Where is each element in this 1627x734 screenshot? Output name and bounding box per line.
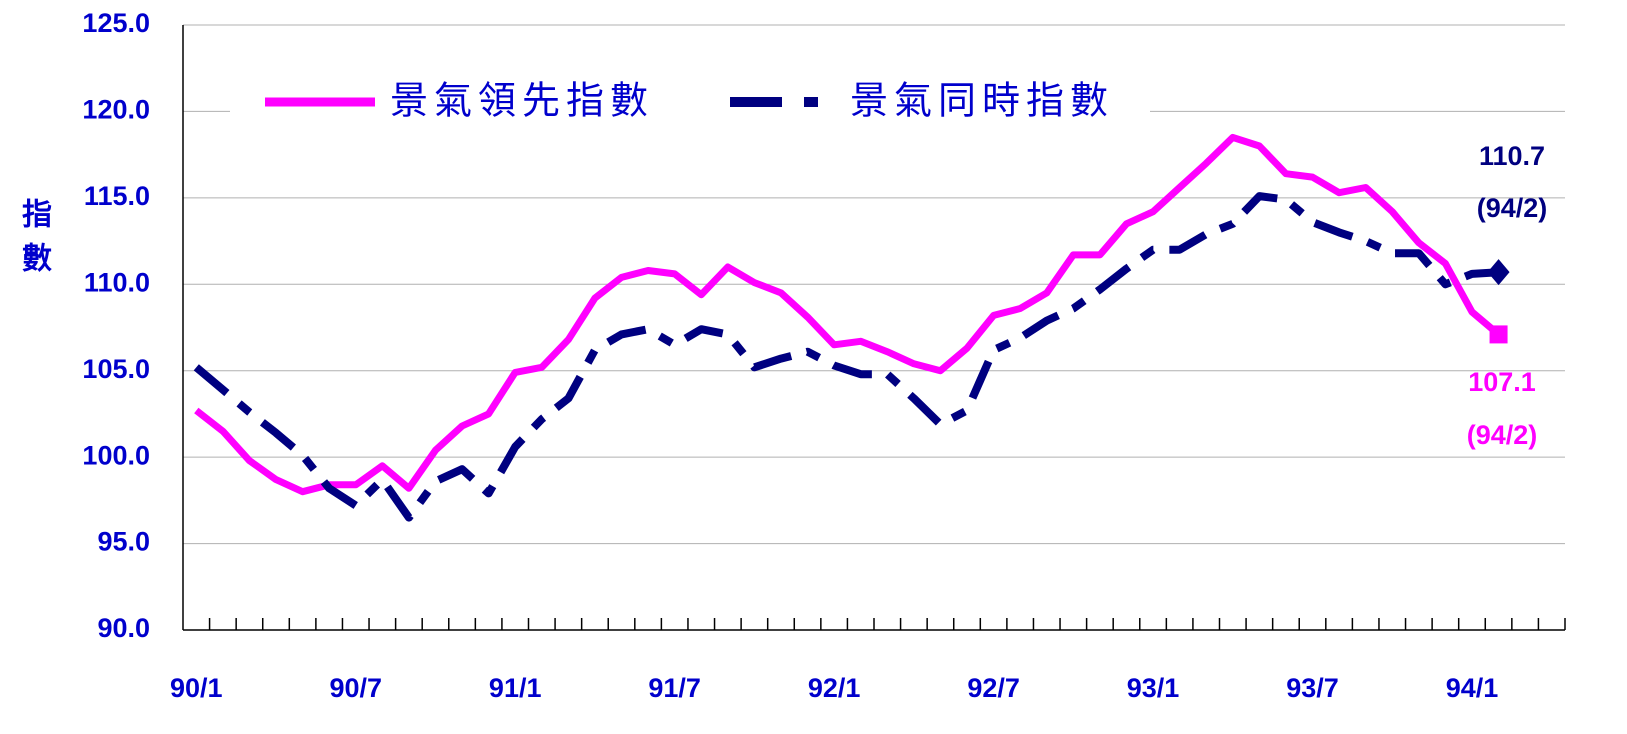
x-tick-label: 92/7	[967, 673, 1020, 703]
y-axis-label: 指數	[16, 198, 52, 286]
y-tick-label: 125.0	[82, 8, 150, 38]
y-tick-label: 105.0	[82, 354, 150, 384]
legend-label: 景氣領先指數	[390, 79, 654, 123]
y-tick-label: 115.0	[84, 181, 150, 211]
y-tick-label: 100.0	[82, 440, 150, 470]
annotation-value: 110.7	[1479, 141, 1545, 171]
annotation-value: 107.1	[1468, 367, 1536, 397]
y-tick-label: 110.0	[84, 267, 150, 297]
end-marker	[1489, 325, 1508, 344]
y-tick-label: 90.0	[97, 613, 150, 643]
annotation-period: (94/2)	[1467, 420, 1538, 450]
legend-label: 景氣同時指數	[850, 79, 1114, 123]
x-tick-label: 94/1	[1446, 673, 1499, 703]
x-tick-label: 91/1	[489, 673, 542, 703]
x-tick-label: 91/7	[648, 673, 701, 703]
x-tick-label: 93/1	[1127, 673, 1180, 703]
series-line	[194, 133, 1501, 496]
end-marker	[1487, 259, 1510, 286]
x-tick-label: 90/7	[329, 673, 382, 703]
x-tick-label: 93/7	[1286, 673, 1339, 703]
y-tick-label: 95.0	[97, 527, 150, 557]
x-tick-label: 90/1	[170, 673, 223, 703]
annotation-period: (94/2)	[1477, 193, 1548, 223]
y-tick-label: 120.0	[82, 95, 150, 125]
legend-box	[230, 62, 1150, 142]
x-tick-label: 92/1	[808, 673, 861, 703]
series-line	[193, 192, 1499, 522]
